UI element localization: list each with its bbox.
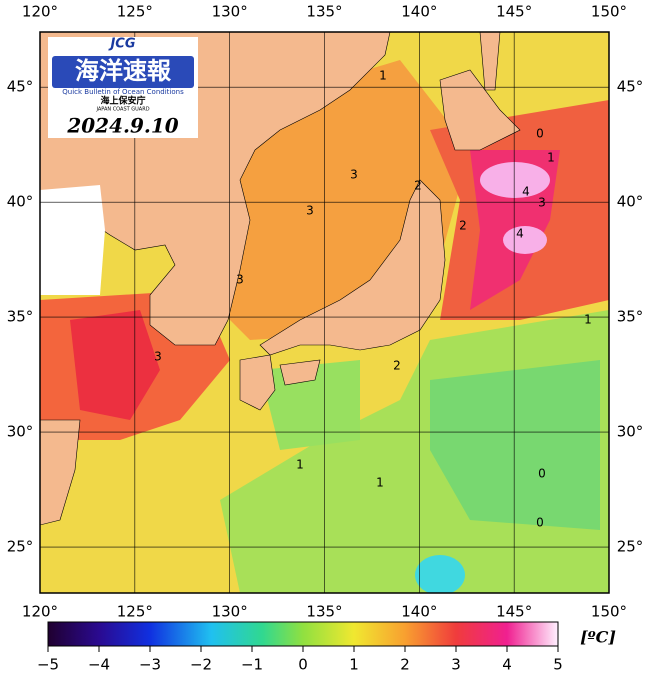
sea-pink [480,162,550,198]
lat-label-right: 30° [617,423,644,441]
contour-label: 0 [536,127,544,141]
logo-subtitle: Quick Bulletin of Ocean Conditions [62,88,184,96]
colorbar-tick-label: −3 [139,656,161,674]
lon-label-top: 125° [117,3,153,21]
contour-label: 1 [547,151,555,165]
contour-label: 1 [584,313,592,327]
lon-label-top: 135° [306,3,342,21]
land-shikoku [279,359,321,386]
map-frame [39,31,610,594]
contour-label: 4 [522,185,530,199]
lat-label-left: 30° [7,423,34,441]
no-data [40,185,105,295]
lon-label-top: 150° [591,3,627,21]
sea-cyan [415,555,465,593]
lon-label-bottom: 135° [306,603,342,621]
contour-label: 3 [154,350,162,364]
land-hokkaido [439,69,521,151]
lon-label-top: 130° [212,3,248,21]
contour-label: 3 [306,204,314,218]
contour-label: 0 [538,467,546,481]
lon-label-bottom: 150° [591,603,627,621]
lat-label-left: 35° [7,308,34,326]
colorbar-tick-label: 5 [553,656,563,674]
lon-label-bottom: 125° [117,603,153,621]
land-sakhalin [479,32,501,91]
contour-label: 1 [296,458,304,472]
lon-label-top: 140° [401,3,437,21]
sea-red [70,310,160,420]
colorbar-tick-label: −5 [37,656,59,674]
colorbar-tick-label: 0 [298,656,308,674]
lon-label-bottom: 145° [496,603,532,621]
lat-label-right: 25° [617,538,644,556]
lon-label-bottom: 130° [212,603,248,621]
contour-label: 4 [516,227,524,241]
colorbar-unit: [ºC] [580,628,616,647]
colorbar-tick-label: −2 [190,656,212,674]
colorbar-tick-label: 4 [502,656,512,674]
logo: JCG 海洋速報 Quick Bulletin of Ocean Conditi… [48,37,198,138]
colorbar-tick-label: 2 [400,656,410,674]
lat-label-left: 45° [7,78,34,96]
logo-banner [52,56,194,88]
logo-agency: 海上保安庁 [100,95,145,107]
land-china [40,419,81,526]
logo-badge: JCG [107,37,135,52]
lon-label-top: 120° [22,3,58,21]
sea-green-dark [430,360,600,530]
logo-agency-en: JAPAN COAST GUARD [95,107,149,113]
axes: 120°120°125°125°130°130°135°135°140°140°… [7,3,644,674]
map-date: 2024.9.10 [66,114,178,138]
land-honshu [259,179,446,356]
colorbar-tick-label: 1 [349,656,359,674]
sea-pink [503,226,547,254]
contour-label: 0 [536,516,544,530]
contour-label: 1 [379,69,387,83]
land-kyushu [239,354,276,411]
colorbar-tick-label: −1 [241,656,263,674]
contour-label: 2 [459,219,467,233]
colorbar [47,621,559,647]
logo-title: 海洋速報 [75,57,172,85]
contour-label: 2 [393,359,401,373]
contour-label: 1 [376,476,384,490]
lon-label-top: 145° [496,3,532,21]
lat-label-left: 40° [7,193,34,211]
lat-label-left: 25° [7,538,34,556]
lon-label-bottom: 120° [22,603,58,621]
contour-label: 2 [414,179,422,193]
colorbar-tick-label: 3 [451,656,461,674]
lon-label-bottom: 140° [401,603,437,621]
lat-label-right: 40° [617,193,644,211]
contour-label: 3 [538,196,546,210]
lat-label-right: 45° [617,78,644,96]
contour-label: 3 [236,273,244,287]
contour-label: 3 [350,168,358,182]
lat-label-right: 35° [617,308,644,326]
colorbar-tick-label: −4 [88,656,110,674]
